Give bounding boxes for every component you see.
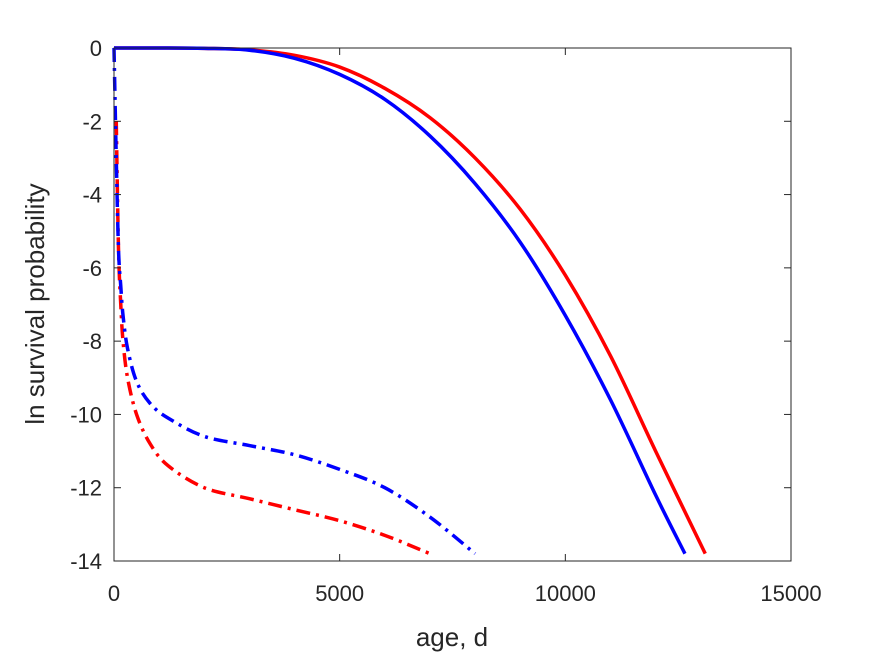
y-axis-title: ln survival probability	[20, 183, 50, 424]
series-line-0	[113, 46, 707, 555]
plot-frame	[113, 47, 792, 562]
y-tick-label: -10	[70, 402, 102, 427]
x-axis-title: age, d	[416, 622, 488, 652]
y-tick-label: -12	[70, 476, 102, 501]
x-tick-label: 10000	[535, 581, 596, 606]
x-tick-label: 0	[108, 581, 120, 606]
series-line-3	[112, 47, 477, 556]
x-tick-label: 15000	[760, 581, 821, 606]
y-tick-label: -6	[82, 256, 102, 281]
series-line-1	[113, 46, 687, 555]
y-tick-label: 0	[90, 36, 102, 61]
x-tick-label: 5000	[315, 581, 364, 606]
series-layer	[112, 46, 707, 556]
tick-layer: 0 5000 10000 15000 0 -2 -4 -6 -8 -10 -12 -14	[70, 36, 821, 606]
y-tick-label: -14	[70, 549, 102, 574]
y-tick-label: -2	[82, 109, 102, 134]
y-tick-label: -4	[82, 183, 102, 208]
series-line-2	[114, 121, 431, 556]
y-tick-label: -8	[82, 329, 102, 354]
